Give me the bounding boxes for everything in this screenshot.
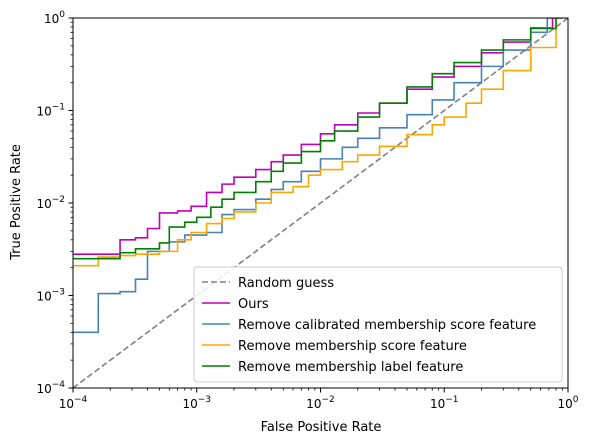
series-line-4 (73, 18, 563, 260)
plot-area (73, 18, 568, 388)
y-tick-label: 10−1 (36, 103, 65, 119)
series-line-2 (73, 18, 554, 334)
x-tick-label: 10−4 (59, 395, 88, 411)
legend-label-0: Random guess (238, 276, 334, 291)
x-tick-label: 10−1 (430, 395, 459, 411)
legend-box (193, 266, 563, 383)
y-tick-label: 100 (44, 10, 65, 26)
y-tick-label: 10−2 (36, 195, 65, 211)
legend-label-2: Remove calibrated membership score featu… (238, 318, 536, 333)
legend: Random guess Ours Remove calibrated member… (193, 266, 563, 383)
series-line-0 (73, 18, 568, 388)
legend-label-4: Remove membership label feature (238, 360, 463, 375)
y-axis-label: True Positive Rate (9, 144, 24, 261)
x-tick-label: 10−2 (306, 395, 335, 411)
y-tick-label: 10−4 (36, 380, 65, 396)
series-group (73, 18, 568, 388)
series-line-3 (73, 18, 563, 267)
x-tick-label: 10−3 (182, 395, 211, 411)
y-tick-label: 10−3 (36, 288, 65, 304)
x-tick-label: 100 (557, 395, 578, 411)
axes: 10−4 10−3 10−2 10−1 100 10−4 10−3 10−2 10−1 100 (36, 10, 578, 411)
legend-label-3: Remove membership score feature (238, 339, 467, 354)
legend-label-1: Ours (238, 297, 269, 312)
series-line-1 (73, 18, 559, 255)
x-axis-label: False Positive Rate (261, 420, 382, 435)
